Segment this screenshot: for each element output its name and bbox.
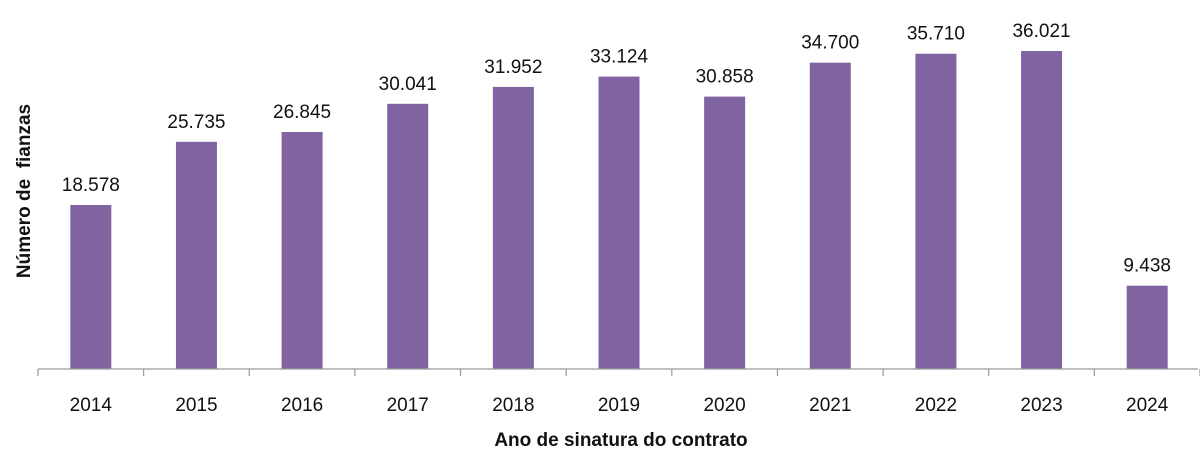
bar-2023	[1021, 51, 1063, 369]
x-tick-label-2020: 2020	[703, 395, 745, 416]
x-tick-label-2023: 2023	[1020, 395, 1062, 416]
data-label-2018: 31.952	[484, 57, 542, 78]
data-label-2014: 18.578	[62, 175, 120, 196]
bars-group	[70, 51, 1168, 370]
bar-2018	[492, 86, 534, 370]
x-tick-labels-group: 2014 2015 2016 2017 2018 2019 2020 2021 2022 2023…	[70, 395, 1169, 416]
x-tick-label-2021: 2021	[809, 395, 851, 416]
data-label-2019: 33.124	[590, 47, 649, 68]
bar-2022	[915, 53, 957, 369]
bar-2020	[704, 96, 746, 370]
x-tick-label-2022: 2022	[915, 395, 957, 416]
bar-2014	[70, 204, 112, 369]
data-label-2022: 35.710	[907, 24, 965, 45]
x-tick-label-2018: 2018	[492, 395, 534, 416]
x-tick-label-2014: 2014	[70, 395, 113, 416]
data-label-2023: 36.021	[1012, 21, 1070, 42]
x-axis-title: Ano de sinatura do contrato	[494, 430, 747, 451]
x-tick-label-2019: 2019	[598, 395, 640, 416]
data-label-2021: 34.700	[801, 33, 859, 54]
data-label-2016: 26.845	[273, 102, 331, 123]
data-label-2024: 9.438	[1123, 256, 1171, 277]
y-axis-title: Número de fianzas	[14, 104, 35, 278]
value-labels-group: 18.578 25.735 26.845 30.041 31.952 33.124 30.8…	[62, 21, 1171, 277]
bar-2017	[387, 103, 429, 369]
data-label-2015: 25.735	[167, 112, 225, 133]
x-tick-label-2017: 2017	[387, 395, 429, 416]
x-tick-label-2024: 2024	[1126, 395, 1169, 416]
bar-2016	[281, 132, 323, 369]
data-label-2017: 30.041	[379, 74, 437, 95]
x-tick-marks	[37, 369, 1200, 376]
data-label-2020: 30.858	[696, 67, 754, 88]
bar-2019	[598, 76, 640, 369]
bar-2021	[809, 62, 851, 370]
x-tick-label-2016: 2016	[281, 395, 323, 416]
bar-2024	[1126, 285, 1168, 369]
bar-2015	[175, 141, 217, 369]
x-tick-label-2015: 2015	[175, 395, 217, 416]
